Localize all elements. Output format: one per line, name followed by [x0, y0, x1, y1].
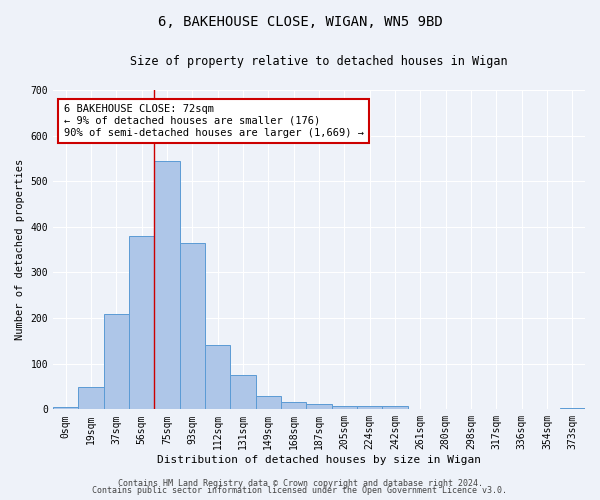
Bar	[79, 386, 104, 409]
Bar	[230, 375, 256, 410]
Bar	[154, 160, 179, 410]
Text: 6 BAKEHOUSE CLOSE: 72sqm
← 9% of detached houses are smaller (176)
90% of semi-d: 6 BAKEHOUSE CLOSE: 72sqm ← 9% of detache…	[64, 104, 364, 138]
Bar	[307, 404, 332, 409]
Text: Contains public sector information licensed under the Open Government Licence v3: Contains public sector information licen…	[92, 486, 508, 495]
Bar	[357, 406, 382, 409]
Bar	[281, 402, 307, 409]
X-axis label: Distribution of detached houses by size in Wigan: Distribution of detached houses by size …	[157, 455, 481, 465]
Bar	[53, 407, 79, 410]
Bar	[205, 346, 230, 410]
Bar	[332, 406, 357, 409]
Bar	[382, 406, 407, 409]
Bar	[104, 314, 129, 410]
Bar	[560, 408, 585, 410]
Title: Size of property relative to detached houses in Wigan: Size of property relative to detached ho…	[130, 55, 508, 68]
Text: Contains HM Land Registry data © Crown copyright and database right 2024.: Contains HM Land Registry data © Crown c…	[118, 478, 482, 488]
Bar	[256, 396, 281, 409]
Text: 6, BAKEHOUSE CLOSE, WIGAN, WN5 9BD: 6, BAKEHOUSE CLOSE, WIGAN, WN5 9BD	[158, 15, 442, 29]
Bar	[179, 243, 205, 410]
Bar	[129, 236, 154, 410]
Y-axis label: Number of detached properties: Number of detached properties	[15, 159, 25, 340]
